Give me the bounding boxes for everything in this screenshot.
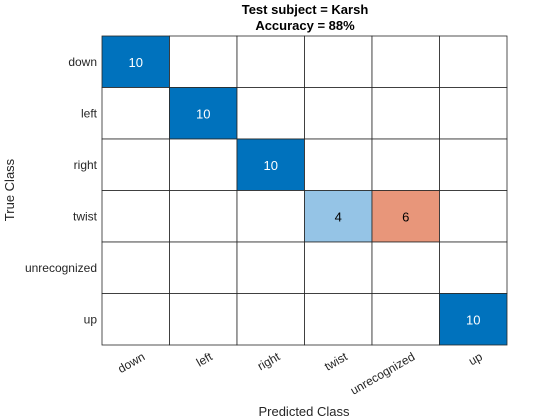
col-tick-left: left	[194, 349, 215, 369]
row-tick-left: left	[81, 106, 98, 120]
matrix-cell-1-3	[304, 87, 373, 140]
matrix-cell-5-1	[169, 293, 238, 346]
cell-value-1-1: 10	[196, 106, 210, 121]
matrix-cell-4-1	[169, 241, 238, 294]
matrix-cell-1-4	[371, 87, 440, 140]
matrix-cell-2-4	[371, 138, 440, 191]
matrix-cell-3-0	[101, 190, 170, 243]
matrix-cell-3-2	[236, 190, 305, 243]
cell-value-3-3: 4	[335, 209, 342, 224]
matrix-cell-3-3	[304, 190, 373, 243]
col-tick-right: right	[255, 349, 283, 373]
matrix-cell-0-3	[304, 35, 373, 88]
chart-title-line-1: Test subject = Karsh	[242, 2, 369, 17]
matrix-cell-0-0	[101, 35, 170, 88]
row-tick-twist: twist	[73, 209, 98, 223]
cell-value-2-2: 10	[264, 158, 278, 173]
row-tick-labels: down left right twist unrecognized up	[25, 55, 98, 327]
matrix-cell-3-5	[439, 190, 508, 243]
matrix-cell-5-4	[371, 293, 440, 346]
y-axis-label: True Class	[2, 158, 17, 221]
matrix-cell-0-4	[371, 35, 440, 88]
x-axis-label: Predicted Class	[258, 404, 350, 419]
matrix-cell-5-3	[304, 293, 373, 346]
matrix-cell-1-5	[439, 87, 508, 140]
matrix-cell-0-2	[236, 35, 305, 88]
col-tick-twist: twist	[322, 349, 350, 373]
col-tick-up: up	[466, 349, 485, 368]
matrix-cell-3-1	[169, 190, 238, 243]
row-tick-unrecognized: unrecognized	[25, 261, 97, 275]
matrix-cell-4-2	[236, 241, 305, 294]
matrix-cell-3-4	[371, 190, 440, 243]
matrix-cell-2-2	[236, 138, 305, 191]
matrix-cell-4-3	[304, 241, 373, 294]
matrix-cell-1-1	[169, 87, 238, 140]
row-tick-up: up	[84, 312, 98, 326]
matrix-cell-1-0	[101, 87, 170, 140]
row-tick-down: down	[68, 55, 97, 69]
matrix-cell-4-0	[101, 241, 170, 294]
matrix-cell-5-5	[439, 293, 508, 346]
col-tick-down: down	[115, 349, 147, 375]
matrix-cell-2-5	[439, 138, 508, 191]
col-tick-unrecognized: unrecognized	[348, 349, 417, 397]
cell-value-3-4: 6	[402, 209, 409, 224]
chart-title-line-2: Accuracy = 88%	[255, 18, 355, 33]
matrix-cell-2-0	[101, 138, 170, 191]
matrix-cell-0-5	[439, 35, 508, 88]
matrix-cell-5-2	[236, 293, 305, 346]
matrix-cell-0-1	[169, 35, 238, 88]
matrix-cell-2-1	[169, 138, 238, 191]
cell-value-0-0: 10	[129, 55, 143, 70]
cell-value-5-5: 10	[466, 312, 480, 327]
matrix-cell-2-3	[304, 138, 373, 191]
matrix-cells: 10 10 10 4 6 10	[101, 35, 508, 346]
matrix-cell-4-5	[439, 241, 508, 294]
matrix-cell-5-0	[101, 293, 170, 346]
matrix-cell-4-4	[371, 241, 440, 294]
matrix-cell-1-2	[236, 87, 305, 140]
row-tick-right: right	[74, 158, 98, 172]
